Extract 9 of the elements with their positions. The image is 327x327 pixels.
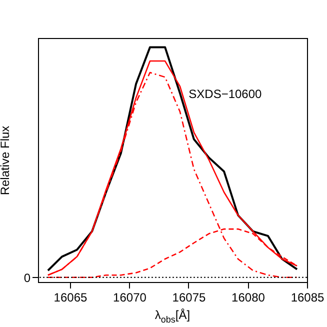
x-tick-label: 16070: [113, 290, 147, 304]
x-tick-label: 16085: [290, 290, 325, 304]
ref-line-label: 0: [24, 270, 31, 285]
y-axis-title: Relative Flux: [0, 126, 12, 196]
x-axis-title: λ$_{obs}$[Å]: [154, 308, 192, 324]
x-tick-label: 16075: [172, 290, 206, 304]
x-tick-label: 16065: [54, 290, 88, 304]
x-tick-label: 16080: [232, 290, 266, 304]
annotation: SXDS−10600: [188, 87, 262, 102]
